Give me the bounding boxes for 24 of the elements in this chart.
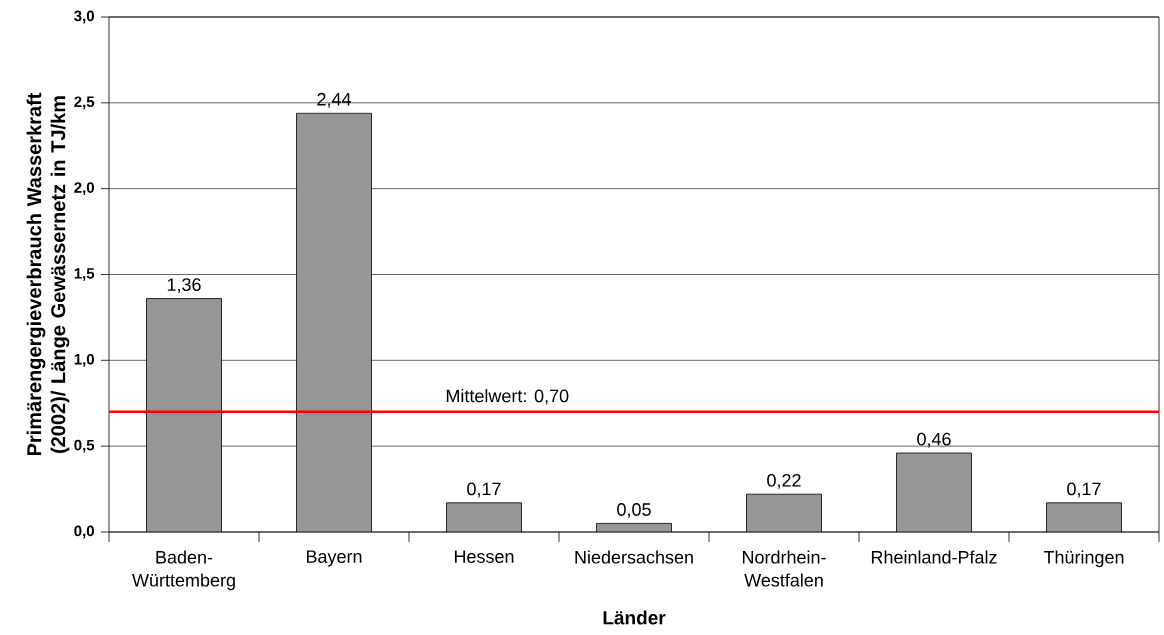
y-tick-label: 1,0 [74, 353, 94, 367]
y-tick-label: 0,5 [74, 439, 95, 453]
x-tick-label: Niedersachsen [575, 550, 693, 564]
data-label: 0,17 [1067, 482, 1101, 498]
data-label: 0,22 [767, 473, 801, 489]
y-tick-label: 3,0 [74, 10, 94, 24]
data-label: 0,46 [917, 432, 951, 448]
data-label: 0,05 [617, 503, 651, 518]
y-tick-label: 1,5 [74, 268, 95, 281]
x-axis-title: Länder [603, 610, 666, 625]
x-tick-label: Bayern [306, 550, 362, 567]
data-label: 1,36 [167, 278, 201, 294]
data-label: 2,44 [317, 92, 351, 108]
y-tick-label: 2,5 [74, 96, 95, 110]
x-tick-label: Rheinland-Pfalz [871, 550, 997, 564]
ref-line-label: Mittelwert: 0,70 [446, 389, 569, 405]
x-tick-label: Nordrhein-Westfalen [742, 550, 826, 587]
y-axis-title: Primärengergieverbrauch Wasserkraft (2002)/ Länge Gewässernetz in TJ/km [26, 92, 70, 456]
x-tick-label: Baden-Württemberg [132, 550, 235, 591]
x-tick-label: Thüringen [1043, 550, 1124, 568]
x-tick-label: Hessen [454, 550, 514, 563]
y-tick-label: 0,0 [74, 525, 94, 539]
y-tick-label: 2,0 [74, 182, 94, 196]
data-label: 0,17 [467, 482, 501, 498]
